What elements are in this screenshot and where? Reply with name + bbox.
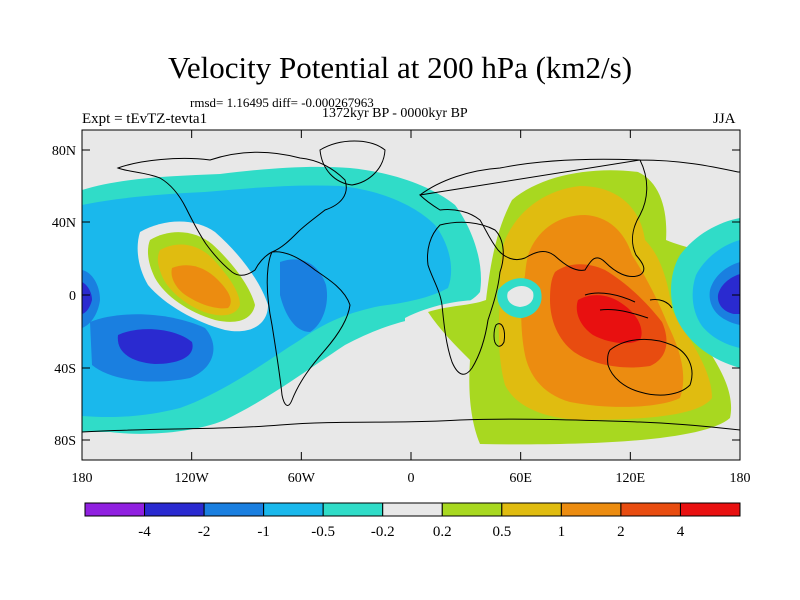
- coastlines: [82, 140, 740, 433]
- coast-north-america: [116, 151, 347, 276]
- colorbar-label: 1: [558, 524, 566, 540]
- stats-line: rmsd= 1.16495 diff= -0.000267963: [190, 95, 374, 110]
- coast-europe-asia: [418, 158, 740, 277]
- contour-pos-2: [171, 265, 231, 309]
- coast-africa: [427, 221, 504, 375]
- colorbar-label: 2: [617, 524, 625, 540]
- contour-neg-2: [117, 329, 193, 364]
- colorbar: -4 -2 -1 -0.5 -0.2 0.2 0.5 1 2 4: [84, 502, 741, 540]
- lat-tick-label: 80N: [52, 144, 76, 159]
- colorbar-label: 4: [677, 524, 685, 540]
- colorbar-swatch: [620, 502, 681, 517]
- colorbar-swatch: [501, 502, 562, 517]
- colorbar-label: -0.2: [371, 524, 395, 540]
- lat-tick-label: 40S: [54, 362, 76, 377]
- lat-tick-label: 40N: [52, 216, 76, 231]
- colorbar-swatch: [84, 502, 146, 517]
- colorbar-label: -1: [257, 524, 270, 540]
- lon-tick-label: 120E: [616, 471, 646, 486]
- colorbar-label: -0.5: [311, 524, 335, 540]
- coast-madagascar: [493, 323, 505, 347]
- lon-tick-label: 0: [408, 471, 415, 486]
- colorbar-label: -2: [198, 524, 211, 540]
- map-axes: 80N 40N 0 40S 80S 180 120W 60W 0 60E 120E 180: [52, 130, 751, 486]
- contour-neg-east-2: [717, 274, 740, 314]
- contour-pos-big-max: [576, 295, 642, 344]
- colorbar-swatch: [441, 502, 503, 517]
- lon-tick-label: 120W: [175, 471, 210, 486]
- colorbar-swatch: [263, 502, 324, 517]
- contour-fields: [82, 140, 740, 460]
- coast-australia: [607, 338, 693, 396]
- coast-south-america: [266, 251, 351, 406]
- period-label: 1372kyr BP - 0000kyr BP: [322, 106, 468, 121]
- lon-tick-label: 180: [730, 471, 751, 486]
- contour-neg-1: [280, 259, 328, 332]
- lon-tick-label: 60E: [509, 471, 532, 486]
- colorbar-swatch: [322, 502, 384, 517]
- colorbar-swatch: [560, 502, 622, 517]
- colorbar-swatch: [203, 502, 265, 517]
- contour-neg-indian-0: [507, 286, 534, 307]
- lat-tick-label: 0: [69, 289, 76, 304]
- colorbar-label: -4: [138, 524, 151, 540]
- colorbar-label: 0.2: [433, 524, 452, 540]
- colorbar-swatch: [679, 502, 741, 517]
- contour-neg-left-2: [82, 282, 92, 314]
- coast-greenland: [319, 140, 386, 186]
- chart-title: Velocity Potential at 200 hPa (km2/s): [167, 50, 633, 85]
- experiment-label: Expt = tEvTZ-tevta1: [82, 111, 208, 127]
- coast-indonesia: [584, 292, 673, 319]
- season-label: JJA: [713, 111, 736, 127]
- lon-tick-label: 180: [72, 471, 93, 486]
- colorbar-label: 0.5: [492, 524, 511, 540]
- lat-tick-label: 80S: [54, 434, 76, 449]
- lon-tick-label: 60W: [288, 471, 316, 486]
- coast-antarctica: [82, 418, 740, 433]
- colorbar-swatch: [144, 502, 205, 517]
- colorbar-swatch: [382, 502, 443, 517]
